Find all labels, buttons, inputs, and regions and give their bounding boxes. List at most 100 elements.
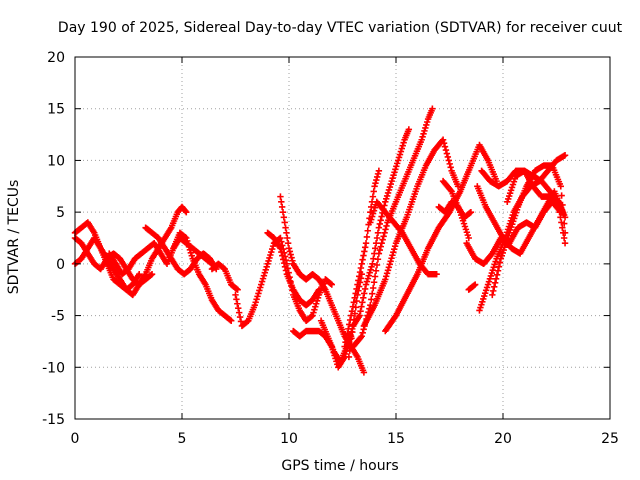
data-point: [559, 224, 566, 231]
data-point: [396, 151, 404, 158]
data-point: [367, 219, 374, 226]
data-point: [360, 294, 367, 302]
data-point: [277, 234, 284, 242]
data-point: [394, 160, 401, 167]
data-point: [374, 170, 382, 178]
data-point: [362, 239, 370, 247]
series-satellite-arc-12: [317, 126, 413, 366]
data-point: [363, 278, 371, 285]
data-point: [421, 127, 428, 135]
data-point: [422, 124, 429, 132]
data-point: [385, 264, 393, 271]
data-point: [369, 290, 376, 297]
data-point: [399, 142, 406, 149]
series-satellite-arc-3: [71, 203, 190, 299]
data-point: [368, 263, 375, 271]
data-point: [148, 271, 156, 278]
data-point: [312, 303, 319, 310]
data-point: [383, 222, 390, 230]
y-tick-label: 15: [47, 102, 65, 118]
plot-frame: [74, 56, 611, 420]
data-point: [554, 197, 561, 204]
data-point: [385, 186, 393, 194]
y-tick-label: 5: [56, 205, 65, 221]
data-point: [376, 246, 384, 254]
data-point: [251, 302, 258, 309]
data-point: [268, 248, 275, 256]
series-satellite-arc-6: [170, 234, 216, 268]
data-point: [234, 286, 241, 293]
data-point: [280, 259, 288, 267]
data-point: [368, 216, 375, 223]
data-point: [364, 227, 371, 234]
data-point: [260, 272, 268, 279]
data-point: [373, 173, 381, 181]
data-point: [315, 286, 323, 293]
data-point: [365, 272, 372, 279]
data-point: [391, 246, 398, 253]
data-point: [342, 338, 349, 346]
data-point: [465, 234, 472, 242]
data-point: [383, 270, 391, 277]
data-point: [378, 239, 385, 247]
data-point: [183, 208, 190, 216]
data-point: [359, 256, 366, 263]
chart-title: Day 190 of 2025, Sidereal Day-to-day VTE…: [58, 20, 623, 36]
data-point: [279, 208, 287, 216]
data-point: [376, 220, 383, 228]
y-axis-label: SDTVAR / TECUs: [6, 180, 22, 295]
data-point: [232, 291, 239, 299]
data-point: [363, 233, 371, 241]
data-point: [446, 160, 453, 168]
data-point: [443, 150, 451, 157]
data-points: [71, 105, 569, 376]
data-point: [278, 248, 285, 256]
data-point: [496, 259, 504, 266]
x-tick-label: 0: [71, 431, 80, 447]
data-point: [286, 248, 294, 255]
data-point: [285, 245, 293, 252]
data-point: [188, 252, 195, 259]
data-point: [281, 219, 288, 226]
data-point: [264, 260, 271, 268]
series-satellite-arc-16: [360, 136, 462, 330]
data-point: [269, 242, 277, 250]
data-point: [375, 224, 383, 231]
data-point: [277, 245, 284, 252]
data-point: [357, 275, 365, 282]
data-point: [381, 229, 388, 237]
data-point: [561, 152, 569, 159]
data-point: [370, 188, 377, 195]
data-point: [309, 312, 316, 319]
data-point: [280, 214, 288, 221]
data-point: [284, 239, 292, 247]
x-tick-label: 20: [494, 431, 512, 447]
y-tick-label: -10: [42, 360, 65, 376]
data-point: [445, 157, 452, 164]
data-point: [374, 256, 382, 263]
data-point: [261, 269, 269, 276]
data-point: [447, 187, 454, 194]
data-point: [371, 204, 379, 211]
data-point: [388, 255, 395, 262]
data-point: [380, 233, 387, 240]
data-point: [370, 207, 378, 214]
data-point: [373, 234, 381, 242]
data-point: [386, 261, 393, 268]
data-point: [366, 269, 373, 276]
data-point: [364, 275, 372, 282]
data-point: [372, 239, 380, 247]
data-point: [350, 322, 357, 330]
data-point: [377, 243, 384, 250]
data-point: [252, 299, 259, 306]
data-point: [346, 321, 353, 328]
data-point: [362, 281, 370, 288]
series-satellite-arc-14: [345, 271, 365, 361]
data-point: [287, 251, 294, 258]
data-point: [382, 198, 389, 205]
series-satellite-arc-15: [350, 105, 436, 350]
data-point: [358, 303, 365, 310]
data-point: [361, 244, 369, 251]
series-satellite-arc-22: [465, 281, 479, 293]
